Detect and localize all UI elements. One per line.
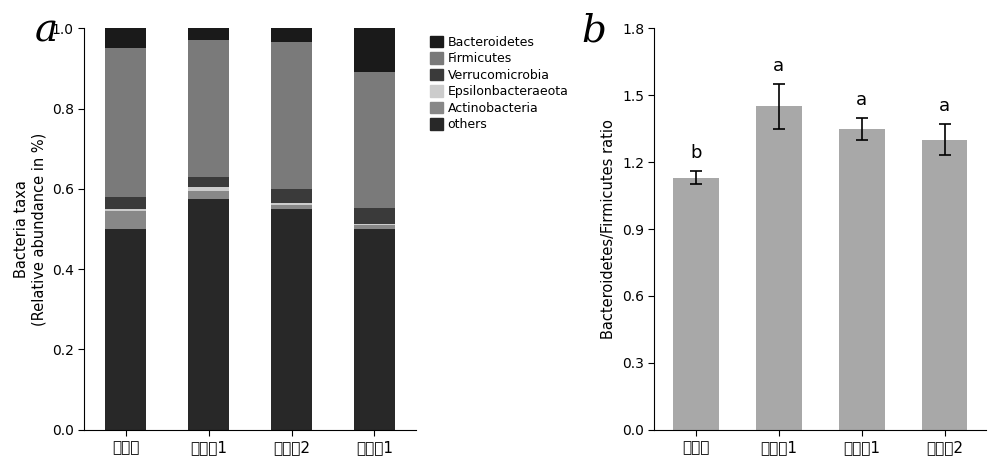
Bar (922, 140, 967, 430)
Legend: Bacteroidetes, Firmicutes, Verrucomicrobia, Epsilonbacteraeota, Actinobacteria, : Bacteroidetes, Firmicutes, Verrucomicrob… (429, 35, 570, 133)
Bar (105, 229, 146, 430)
Bar (188, 40, 229, 177)
Bar (271, 42, 312, 189)
Bar (105, 48, 146, 197)
Bar (271, 203, 312, 205)
Bar (354, 224, 395, 225)
Bar (271, 209, 312, 430)
Y-axis label: Bacteroidetes/Firmicutes ratio: Bacteroidetes/Firmicutes ratio (601, 119, 616, 339)
Text: a: a (939, 97, 950, 115)
Bar (188, 191, 229, 199)
Bar (105, 28, 146, 48)
Bar (354, 225, 395, 229)
Bar (271, 189, 312, 203)
Bar (354, 73, 395, 208)
Text: a: a (35, 12, 58, 49)
Text: a: a (773, 57, 784, 75)
Bar (756, 106, 802, 430)
Text: b: b (582, 12, 606, 49)
Bar (105, 197, 146, 209)
Bar (188, 187, 229, 191)
Bar (839, 129, 885, 430)
Bar (188, 28, 229, 40)
Bar (188, 177, 229, 187)
Text: b: b (690, 144, 702, 162)
Bar (105, 211, 146, 229)
Bar (271, 205, 312, 209)
Bar (354, 208, 395, 224)
Bar (271, 28, 312, 42)
Y-axis label: Bacteria taxa
(Relative abundance in %): Bacteria taxa (Relative abundance in %) (14, 132, 46, 325)
Text: a: a (856, 91, 867, 109)
Bar (354, 229, 395, 430)
Bar (105, 209, 146, 211)
Bar (188, 199, 229, 430)
Bar (673, 178, 719, 430)
Bar (354, 28, 395, 73)
